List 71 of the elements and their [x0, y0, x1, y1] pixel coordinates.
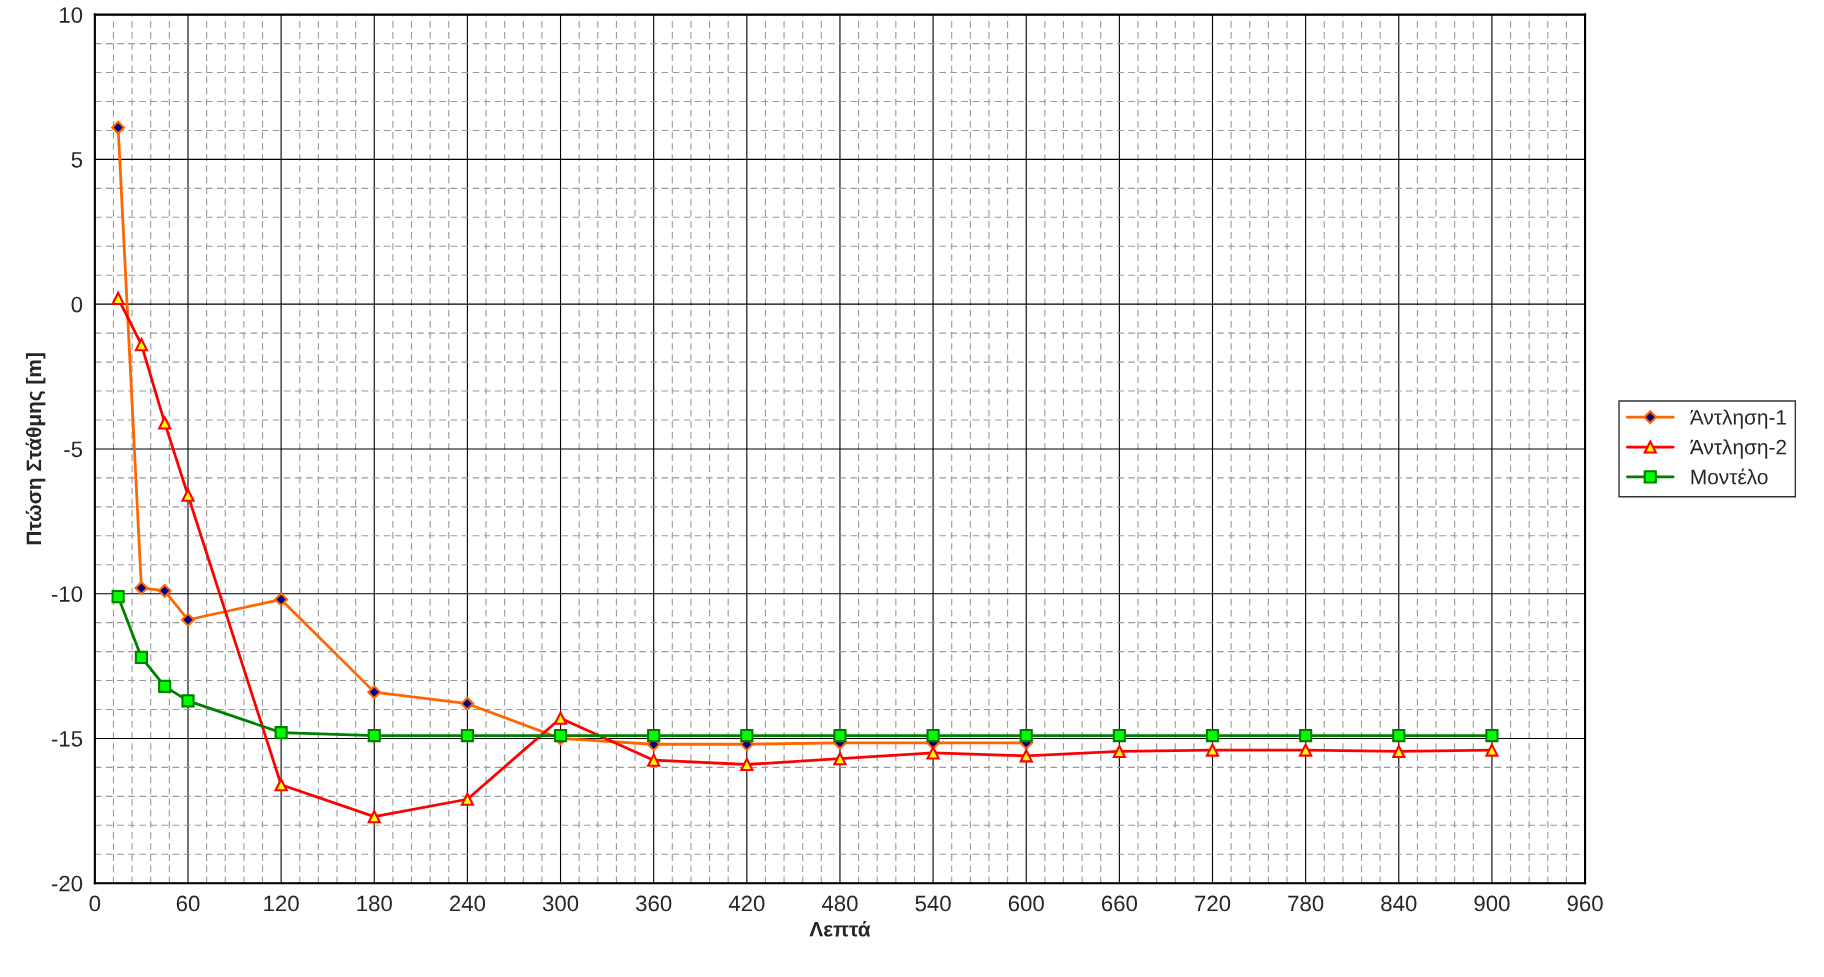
legend-label: Άντληση-2 [1689, 439, 1786, 459]
point [460, 792, 474, 806]
point [111, 120, 126, 135]
point [111, 291, 125, 305]
y-axis-title: Πτώση Στάθμης [m] [25, 353, 46, 545]
point [134, 650, 149, 664]
legend-label: Μοντέλο [1691, 468, 1768, 485]
point [111, 589, 125, 604]
point [1299, 743, 1313, 757]
x-tick-label: 600 [1008, 895, 1044, 912]
point [158, 416, 172, 430]
x-tick-label: 360 [635, 895, 672, 912]
point [1485, 728, 1499, 743]
x-tick-label: 480 [821, 895, 858, 912]
point [647, 728, 661, 743]
x-tick-label: 240 [449, 895, 486, 912]
point [926, 728, 940, 743]
point [158, 679, 172, 693]
y-tick-label: 10 [60, 7, 83, 23]
x-tick-label: 120 [264, 895, 299, 912]
x-tick-label: 660 [1101, 895, 1138, 912]
x-tick-label: 780 [1288, 895, 1324, 912]
point [367, 685, 382, 700]
point [1019, 749, 1033, 763]
point [833, 752, 847, 766]
point [1205, 743, 1220, 757]
y-tick-label: -20 [51, 875, 83, 892]
point [367, 810, 381, 824]
point [1392, 728, 1406, 743]
point [1112, 744, 1126, 759]
x-tick-label: 720 [1195, 895, 1231, 912]
x-tick-label: 0 [89, 895, 101, 912]
point [647, 753, 661, 767]
point [1299, 728, 1313, 743]
point [181, 612, 195, 627]
y-tick-label: -15 [51, 731, 83, 747]
y-tick-label: -5 [64, 441, 83, 458]
x-tick-label: 180 [357, 895, 392, 912]
y-tick-label: 5 [71, 152, 83, 168]
point [274, 592, 289, 607]
point [833, 728, 847, 743]
point [181, 694, 195, 708]
point [740, 728, 754, 743]
x-tick-label: 840 [1381, 895, 1417, 912]
point [926, 746, 940, 760]
point [367, 728, 381, 743]
x-tick-label: 540 [915, 895, 951, 912]
x-axis-title: Λεπτά [809, 921, 871, 937]
point [157, 583, 172, 598]
y-tick-label: 0 [71, 296, 83, 313]
x-tick-label: 900 [1474, 895, 1510, 912]
point [1112, 728, 1126, 743]
point [460, 728, 474, 743]
point [1392, 744, 1406, 759]
point [134, 338, 149, 352]
point [134, 580, 149, 595]
y-tick-label: -10 [51, 586, 83, 602]
legend-label: Άντληση-1 [1689, 409, 1786, 429]
point [460, 696, 475, 711]
x-tick-label: 960 [1567, 895, 1603, 912]
point [1205, 728, 1220, 743]
x-tick-label: 60 [176, 895, 200, 912]
x-tick-label: 420 [728, 895, 765, 912]
x-tick-label: 300 [542, 895, 579, 912]
point [740, 757, 754, 772]
point [274, 726, 288, 740]
point [1485, 743, 1499, 757]
point [553, 711, 568, 725]
point [274, 778, 288, 792]
point [181, 488, 195, 502]
point [1019, 728, 1033, 743]
